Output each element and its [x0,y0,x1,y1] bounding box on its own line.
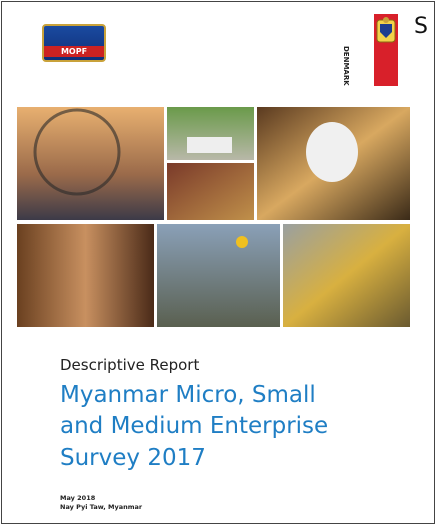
date: May 2018 [60,494,96,502]
title-line: Survey 2017 [60,445,206,471]
title-line: Myanmar Micro, Small [60,382,316,408]
photo-grid [17,107,410,327]
mopf-logo: MOPF [42,24,106,62]
place: Nay Pyi Taw, Myanmar [60,503,143,511]
corner-text: S [414,14,428,39]
title-line: and Medium Enterprise [60,413,329,439]
mopf-label: MOPF [44,46,104,57]
report-type: Descriptive Report [60,356,200,374]
denmark-logo [374,14,398,86]
